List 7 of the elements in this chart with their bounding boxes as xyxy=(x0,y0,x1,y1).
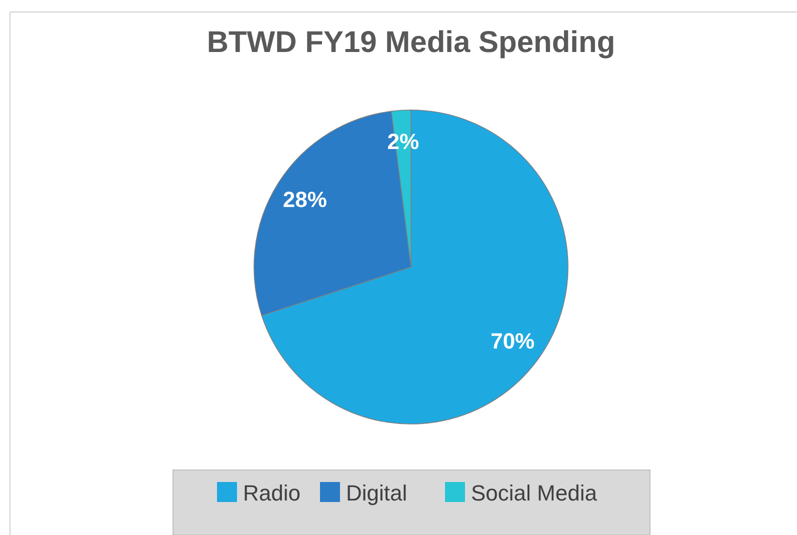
legend-label: Social Media xyxy=(471,480,598,506)
legend-label: Radio xyxy=(243,480,300,506)
data-label: 70% xyxy=(490,328,535,354)
data-label: 2% xyxy=(387,129,420,154)
chart-title: BTWD FY19 Media Spending xyxy=(206,26,616,59)
data-label: 28% xyxy=(282,187,327,212)
legend-label: Digital xyxy=(346,480,408,506)
